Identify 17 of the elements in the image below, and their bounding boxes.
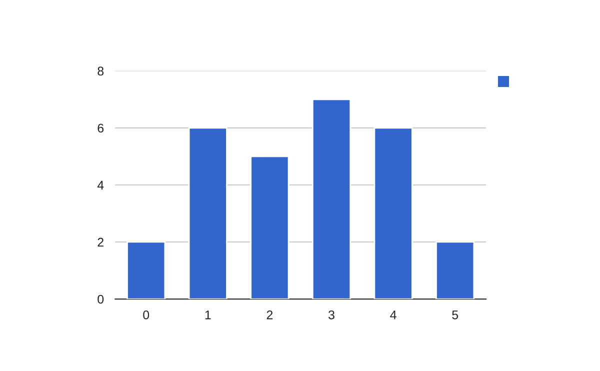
x-tick-label: 2	[266, 310, 273, 320]
x-tick-label: 0	[143, 310, 150, 320]
bar	[374, 127, 413, 300]
y-tick-label: 2	[98, 238, 104, 247]
y-tick-label: 0	[98, 294, 104, 304]
bar	[312, 98, 352, 300]
bar	[250, 156, 290, 300]
y-tick-label: 4	[97, 180, 104, 190]
y-tick-label: 6	[98, 124, 104, 133]
bar	[436, 241, 475, 300]
x-tick-label: 1	[205, 310, 211, 320]
bar	[188, 127, 228, 300]
x-tick-label: 3	[328, 310, 334, 320]
x-tick-label: 5	[452, 310, 458, 320]
x-tick-label: 4	[390, 310, 396, 320]
bar	[126, 241, 166, 300]
y-tick-label: 8	[98, 66, 104, 76]
